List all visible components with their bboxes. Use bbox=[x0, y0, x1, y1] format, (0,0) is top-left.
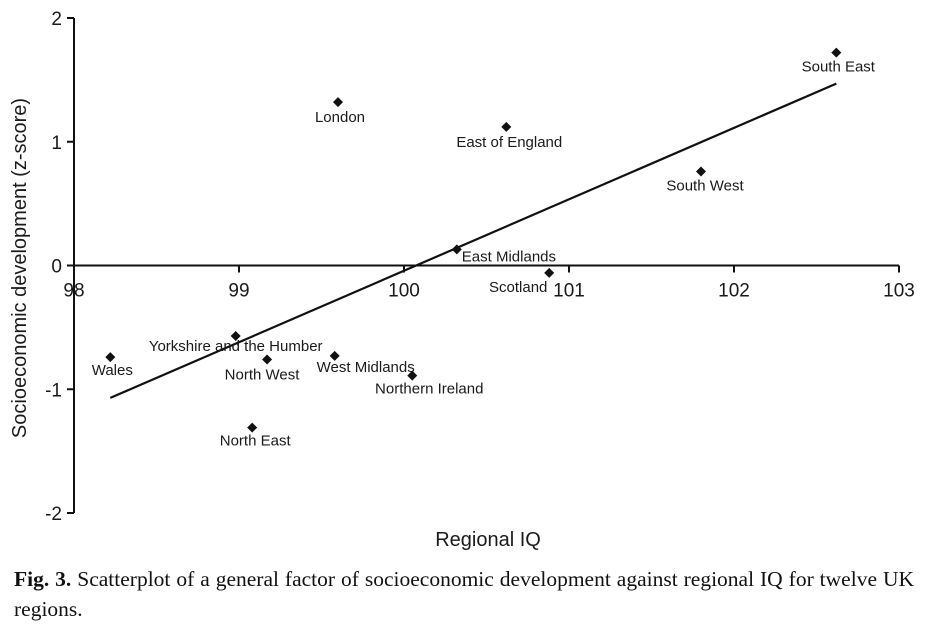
point-label: Wales bbox=[92, 362, 133, 379]
data-point bbox=[262, 354, 273, 365]
caption-label: Fig. 3. bbox=[14, 567, 72, 591]
figure-caption: Fig. 3. Scatterplot of a general factor … bbox=[14, 564, 914, 624]
y-tick-label: 0 bbox=[51, 257, 62, 278]
point-label: West Midlands bbox=[317, 359, 415, 376]
y-tick-label: 2 bbox=[51, 9, 62, 30]
regression-line bbox=[109, 82, 837, 399]
data-point bbox=[230, 331, 241, 342]
data-point bbox=[407, 370, 418, 381]
data-point bbox=[333, 97, 343, 108]
point-label: North East bbox=[220, 433, 292, 450]
y-tick-label: -1 bbox=[45, 380, 62, 401]
point-label: North West bbox=[225, 367, 301, 384]
fit-line-group bbox=[109, 82, 837, 399]
x-tick-label: 102 bbox=[718, 281, 750, 302]
data-points bbox=[105, 47, 842, 433]
x-tick-label: 100 bbox=[388, 281, 420, 302]
data-point bbox=[451, 244, 462, 255]
tick-labels: -2 -1 0 1 2 98 99 100 101 102 103 bbox=[45, 9, 915, 525]
point-label: East of England bbox=[456, 134, 562, 151]
y-tick-label: 1 bbox=[51, 133, 62, 154]
point-label: South East bbox=[802, 59, 876, 76]
data-point bbox=[247, 422, 258, 433]
x-tick-label: 103 bbox=[883, 281, 915, 302]
axes bbox=[67, 17, 900, 514]
data-point bbox=[544, 267, 555, 278]
scatter-chart: -2 -1 0 1 2 98 99 100 101 102 103 South East London… bbox=[9, 9, 915, 551]
data-point bbox=[696, 166, 706, 177]
point-label: South West bbox=[666, 177, 744, 194]
caption-text: Scatterplot of a general factor of socio… bbox=[14, 567, 914, 621]
y-tick-label: -2 bbox=[45, 504, 62, 525]
point-label: Yorkshire and the Humber bbox=[149, 338, 323, 355]
data-point bbox=[105, 352, 116, 363]
point-label: London bbox=[315, 109, 365, 126]
point-labels: South East London East of England South Wes… bbox=[92, 59, 876, 450]
data-point bbox=[831, 47, 842, 58]
y-axis-title: Socioeconomic development (z-score) bbox=[9, 98, 31, 438]
point-label: East Midlands bbox=[462, 248, 556, 265]
x-tick-label: 99 bbox=[228, 281, 249, 302]
x-tick-label: 98 bbox=[63, 281, 84, 302]
x-axis-title: Regional IQ bbox=[435, 529, 541, 551]
data-point bbox=[329, 350, 340, 361]
point-label: Northern Ireland bbox=[375, 381, 483, 398]
data-point bbox=[501, 121, 512, 132]
point-label: Scotland bbox=[489, 279, 547, 296]
x-tick-label: 101 bbox=[553, 281, 585, 302]
